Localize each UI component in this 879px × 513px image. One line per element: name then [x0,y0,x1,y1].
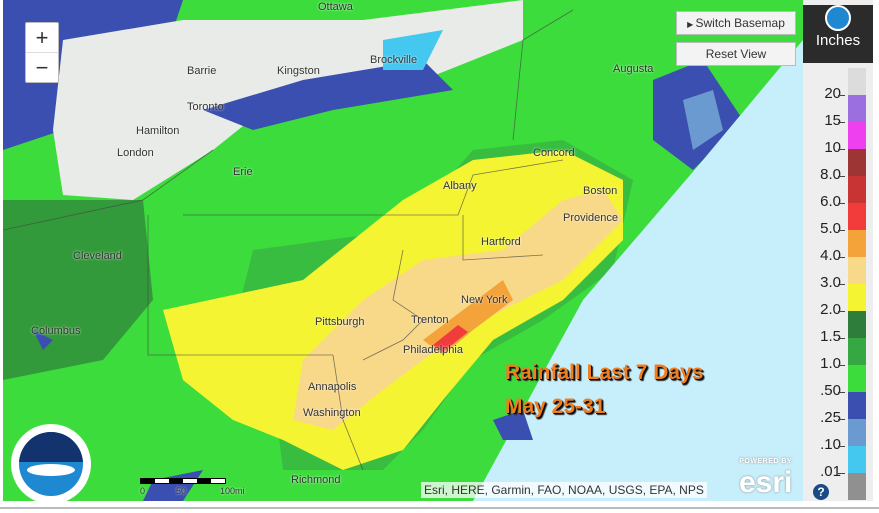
place-label: Kingston [277,65,320,77]
help-button[interactable]: ? [813,484,829,500]
place-label: Washington [303,407,361,419]
attribution: Esri, HERE, Garmin, FAO, NOAA, USGS, EPA… [421,482,707,498]
zoom-in-button[interactable]: + [35,25,49,50]
legend-label: .10 [820,436,841,453]
legend-tick [838,149,845,150]
scale-label: 50 [176,486,187,496]
legend-swatch [848,392,866,419]
legend-tick [838,338,845,339]
place-label: Hartford [481,236,521,248]
legend-label: 6.0 [820,193,841,210]
legend-header: Inches [803,5,873,63]
legend-label: 4.0 [820,247,841,264]
legend-swatch [848,203,866,230]
scale-label: 0 [140,486,146,496]
place-label: Cleveland [73,250,122,262]
legend-label: 8.0 [820,166,841,183]
place-label: Philadelphia [403,344,463,356]
esri-powered-text: POWERED BY [739,458,793,465]
legend-tick [838,122,845,123]
esri-word: esri [739,466,793,499]
legend-tick [838,230,845,231]
noaa-logo-icon [825,5,851,31]
scale-bar [140,478,226,484]
legend-swatch [848,311,866,338]
place-label: Annapolis [308,381,357,393]
legend-tick [838,365,845,366]
place-label: Pittsburgh [315,316,365,328]
place-label: Concord [533,147,575,159]
legend-label: .50 [820,382,841,399]
legend-label: 2.0 [820,301,841,318]
legend-label: 1.0 [820,355,841,372]
legend-swatch [848,176,866,203]
legend-tick [838,95,845,96]
place-label: London [117,147,154,159]
divider [0,507,879,509]
map-subtitle: May 25-31 [505,395,606,418]
place-label: Brockville [370,54,418,66]
legend-swatch [848,419,866,446]
place-label: Providence [563,212,619,224]
legend-label: 20 [824,85,841,102]
legend-tick [838,284,845,285]
legend-label: 1.5 [820,328,841,345]
legend-label: 10 [824,139,841,156]
caret-right-icon: ▶ [687,20,696,29]
noaa-seal [11,424,91,501]
place-label: Augusta [613,63,654,75]
legend-swatch [848,149,866,176]
legend-label: .01 [820,463,841,480]
legend-tick [838,419,845,420]
place-label: Ottawa [318,1,353,13]
legend-swatch [848,365,866,392]
legend-swatch [848,284,866,311]
place-label: Hamilton [136,125,180,137]
place-label: Trenton [411,314,449,326]
legend-tick [838,257,845,258]
legend-swatch [848,68,866,95]
reset-view-button[interactable]: Reset View [676,42,796,66]
legend-swatch [848,338,866,365]
place-label: Richmond [291,474,341,486]
legend-tick [838,473,845,474]
rainfall-map[interactable]: Ottawa Barrie Kingston Brockville Toront… [3,0,803,501]
rainfall-overlay [3,0,803,501]
place-label: Toronto [187,101,224,113]
place-label: Erie [233,166,253,178]
zoom-control: + − [25,22,59,83]
legend-label: 3.0 [820,274,841,291]
place-label: Columbus [31,325,81,337]
legend-swatch [848,95,866,122]
zoom-out-button[interactable]: − [26,52,58,82]
map-title: Rainfall Last 7 Days [505,361,704,384]
legend-swatch [848,122,866,149]
legend-label: 15 [824,112,841,129]
legend-unit: Inches [815,32,861,49]
esri-logo: POWERED BY esri [739,458,792,499]
legend-tick [838,392,845,393]
scale-label: 100mi [220,486,245,496]
legend-tick [838,176,845,177]
legend-swatch [848,230,866,257]
legend-swatch [848,473,866,500]
legend-label: .25 [820,409,841,426]
legend-tick [838,446,845,447]
switch-basemap-button[interactable]: ▶ Switch Basemap [676,11,796,35]
place-label: Barrie [187,65,217,77]
place-label: Albany [443,180,477,192]
switch-basemap-label: Switch Basemap [695,16,785,30]
place-label: New York [461,294,508,306]
legend-tick [838,203,845,204]
legend-tick [838,311,845,312]
legend-label: 5.0 [820,220,841,237]
rainfall-legend: Inches 20 15 10 8.0 6.0 5.0 4.0 3.0 2.0 1.5 1.0 .50… [803,0,873,501]
legend-swatch [848,257,866,284]
legend-swatch [848,446,866,473]
place-label: Boston [583,185,618,197]
